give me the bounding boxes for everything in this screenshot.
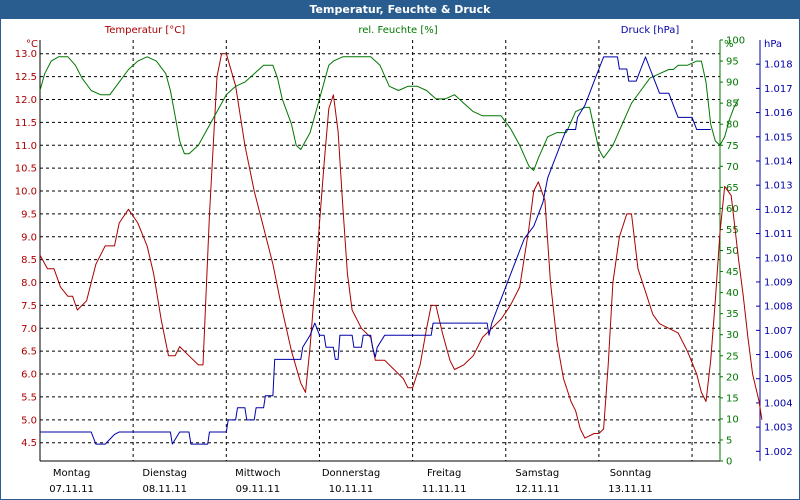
- temperature-tick-label: 7.5: [21, 301, 37, 312]
- temperature-tick-label: 8.5: [21, 255, 37, 266]
- humidity-tick-label: 45: [726, 267, 739, 278]
- day-date-label: 08.11.11: [142, 484, 187, 495]
- humidity-tick-label: 95: [726, 57, 739, 68]
- humidity-tick-label: 20: [726, 372, 739, 383]
- humidity-tick-label: 85: [726, 99, 739, 110]
- day-date-label: 11.11.11: [422, 484, 467, 495]
- pressure-unit-label: hPa: [764, 39, 782, 50]
- pressure-line: [40, 56, 711, 445]
- day-weekday-label: Dienstag: [142, 468, 187, 479]
- temperature-tick-label: 5.0: [21, 415, 37, 426]
- pressure-tick-label: 1.016: [764, 108, 793, 119]
- day-weekday-label: Donnerstag: [322, 468, 380, 479]
- humidity-line: [39, 56, 740, 171]
- humidity-tick-label: 90: [726, 78, 739, 89]
- series-lines: [39, 53, 763, 445]
- humidity-tick-label: 10: [726, 414, 739, 425]
- temperature-tick-label: 4.5: [21, 438, 37, 449]
- temperature-tick-label: 8.0: [21, 278, 37, 289]
- tick-labels: 4.5 5.0 5.5 6.0 6.5 7.0 7.5 8.0 8.5 9.0 9.5 10.0 10.…: [15, 36, 793, 468]
- pressure-tick-label: 1.017: [764, 84, 793, 95]
- pressure-tick-label: 1.005: [764, 374, 793, 385]
- humidity-tick-label: 55: [726, 225, 739, 236]
- temperature-tick-label: 11.0: [15, 141, 37, 152]
- pressure-axis-title: Druck [hPa]: [621, 25, 680, 36]
- pressure-tick-label: 1.011: [764, 229, 793, 240]
- x-axis-labels: Montag 07.11.11 Dienstag 08.11.11 Mittwoch 09…: [49, 468, 652, 495]
- day-date-label: 12.11.11: [515, 484, 560, 495]
- pressure-tick-label: 1.010: [764, 253, 793, 264]
- temperature-tick-label: 12.0: [15, 95, 37, 106]
- pressure-tick-label: 1.014: [764, 156, 793, 167]
- chart-title: Temperatur, Feuchte & Druck: [0, 0, 800, 19]
- day-date-label: 07.11.11: [49, 484, 94, 495]
- day-date-label: 10.11.11: [329, 484, 374, 495]
- pressure-tick-label: 1.008: [764, 302, 793, 313]
- temperature-axis-title: Temperatur [°C]: [104, 25, 185, 36]
- humidity-tick-label: 15: [726, 393, 739, 404]
- day-date-label: 09.11.11: [236, 484, 281, 495]
- pressure-tick-label: 1.007: [764, 326, 793, 337]
- day-weekday-label: Sonntag: [610, 468, 652, 479]
- day-weekday-label: Freitag: [427, 468, 461, 479]
- temperature-tick-label: 6.5: [21, 347, 37, 358]
- humidity-tick-label: 65: [726, 183, 739, 194]
- pressure-tick-label: 1.009: [764, 277, 793, 288]
- temperature-tick-label: 9.0: [21, 232, 37, 243]
- day-weekday-label: Montag: [53, 468, 90, 479]
- humidity-unit-label: %: [724, 39, 734, 50]
- axes: [39, 39, 761, 462]
- humidity-tick-label: 30: [726, 330, 739, 341]
- humidity-axis-title: rel. Feuchte [%]: [358, 25, 437, 36]
- humidity-tick-label: 40: [726, 288, 739, 299]
- humidity-tick-label: 35: [726, 309, 739, 320]
- temperature-tick-label: 10.0: [15, 187, 37, 198]
- temperature-tick-label: 13.0: [15, 49, 37, 60]
- temperature-tick-label: 5.5: [21, 392, 37, 403]
- humidity-tick-label: 0: [726, 457, 732, 468]
- day-weekday-label: Mittwoch: [235, 468, 280, 479]
- pressure-tick-label: 1.015: [764, 132, 793, 143]
- temperature-line: [39, 53, 763, 439]
- temperature-unit-label: °C: [26, 39, 38, 50]
- temperature-tick-label: 7.0: [21, 324, 37, 335]
- day-date-label: 13.11.11: [608, 484, 653, 495]
- grid-lines: [40, 40, 720, 461]
- temperature-tick-label: 6.0: [21, 370, 37, 381]
- pressure-tick-label: 1.004: [764, 398, 793, 409]
- temperature-tick-label: 12.5: [15, 72, 37, 83]
- pressure-tick-label: 1.018: [764, 60, 793, 71]
- temperature-tick-label: 10.5: [15, 164, 37, 175]
- humidity-tick-label: 70: [726, 162, 739, 173]
- humidity-tick-label: 50: [726, 246, 739, 257]
- day-weekday-label: Samstag: [515, 468, 559, 479]
- temperature-tick-label: 9.5: [21, 209, 37, 220]
- humidity-tick-label: 80: [726, 120, 739, 131]
- humidity-tick-label: 25: [726, 351, 739, 362]
- pressure-tick-label: 1.013: [764, 181, 793, 192]
- pressure-tick-label: 1.012: [764, 205, 793, 216]
- humidity-tick-label: 75: [726, 141, 739, 152]
- temperature-tick-label: 11.5: [15, 118, 37, 129]
- pressure-tick-label: 1.003: [764, 423, 793, 434]
- humidity-tick-label: 100: [726, 36, 745, 47]
- pressure-tick-label: 1.002: [764, 447, 793, 458]
- humidity-tick-label: 5: [726, 435, 732, 446]
- pressure-tick-label: 1.006: [764, 350, 793, 361]
